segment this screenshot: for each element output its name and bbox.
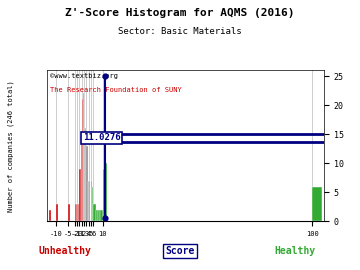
Bar: [77, 204, 78, 221]
Text: 11.0276: 11.0276: [83, 133, 120, 143]
Bar: [91, 181, 92, 221]
Bar: [85, 128, 86, 221]
Bar: [76, 204, 77, 221]
Text: Unhealthy: Unhealthy: [39, 246, 91, 256]
Bar: [98, 210, 100, 221]
Bar: [80, 169, 81, 221]
Bar: [103, 169, 105, 221]
Bar: [96, 210, 98, 221]
Text: ©www.textbiz.org: ©www.textbiz.org: [50, 73, 118, 79]
Bar: [83, 93, 84, 221]
Bar: [84, 128, 85, 221]
Text: Score: Score: [165, 246, 195, 256]
Text: Number of companies (246 total): Number of companies (246 total): [8, 80, 14, 212]
Text: The Research Foundation of SUNY: The Research Foundation of SUNY: [50, 87, 181, 93]
Bar: [86, 146, 87, 221]
Bar: [100, 210, 103, 221]
Bar: [312, 187, 322, 221]
Bar: [78, 204, 80, 221]
Bar: [87, 181, 89, 221]
Bar: [49, 210, 51, 221]
Bar: [75, 204, 77, 221]
Text: Z'-Score Histogram for AQMS (2016): Z'-Score Histogram for AQMS (2016): [65, 8, 295, 18]
Bar: [82, 99, 83, 221]
Bar: [93, 204, 96, 221]
Bar: [92, 187, 93, 221]
Bar: [89, 181, 90, 221]
Bar: [81, 140, 82, 221]
Text: Sector: Basic Materials: Sector: Basic Materials: [118, 27, 242, 36]
Bar: [68, 204, 70, 221]
Bar: [56, 204, 58, 221]
Text: Healthy: Healthy: [275, 246, 316, 256]
Bar: [105, 163, 107, 221]
